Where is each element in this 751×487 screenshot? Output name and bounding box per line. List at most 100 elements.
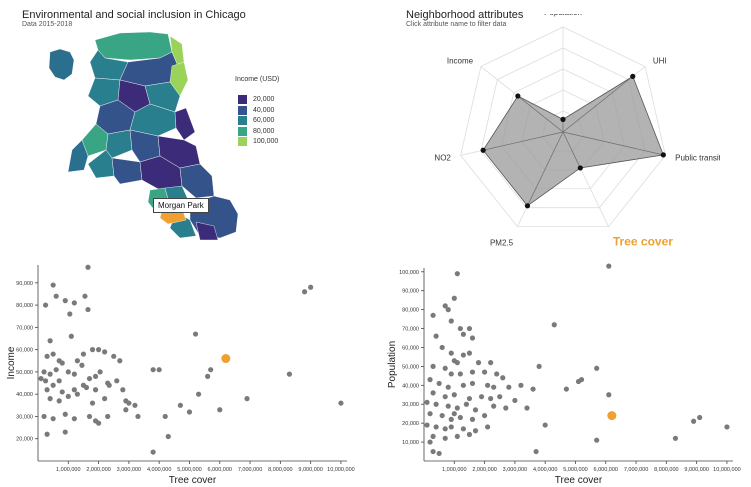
radar-point [524,203,531,209]
scatter-point [563,386,569,392]
scatter-point [156,367,162,373]
scatter-point [102,396,108,402]
scatter-point [205,373,211,379]
scatter-point [460,426,466,432]
scatter-point [44,353,50,359]
radar-axis-label[interactable]: Population [544,14,582,17]
scatter-point [485,424,491,430]
scatter-point [117,358,123,364]
scatter-point [65,393,71,400]
scatter-point [457,414,463,421]
radar-axis-label[interactable]: NO2 [434,154,451,163]
scatter-point [132,402,138,408]
radar-grid-ring [460,26,666,228]
radar-axis-label[interactable]: Income [447,56,474,65]
scatter-point [536,363,542,369]
radar-point [577,165,583,171]
scatter-point [427,377,433,383]
scatter-point [451,392,457,398]
scatter-point [448,350,454,356]
x-tick-label: 2,000,000 [86,467,110,473]
scatter-point [469,369,476,375]
scatter-point [47,338,53,344]
scatter-point [454,271,460,277]
scatter-point [500,375,506,381]
scatter-point [114,378,120,384]
scatter-point [448,371,454,377]
scatter-point [126,400,132,406]
legend-label: 100,000 [253,138,279,145]
y-tick-label: 30,000 [402,402,419,408]
radar-title: Neighborhood attributes [406,9,524,21]
x-tick-label: 3,000,000 [503,467,527,473]
scatter-point [59,360,65,366]
scatter-point [433,424,439,430]
x-tick-label: 9,000,000 [684,467,708,473]
scatter-point [497,394,503,400]
scatter-point [578,377,585,383]
scatter-point-highlight [221,354,231,364]
radar-chart[interactable]: Population UHI Public transit Tree cover PM2… [420,14,720,254]
scatter-point [454,433,460,440]
radar-axis-label[interactable]: Public transit [675,154,720,163]
legend-entry: 80,000 [238,126,274,136]
legend-entry: 60,000 [238,116,274,125]
radar-axis-label[interactable]: Tree cover [613,235,673,249]
scatter-point [105,413,111,420]
scatter-point [436,380,442,387]
scatter-point [445,307,451,313]
scatter-point [436,450,442,457]
map-regions[interactable] [67,31,239,241]
scatter-point [469,335,476,341]
x-tick-label: 6,000,000 [208,467,232,473]
scatter-point [551,322,557,328]
scatter-point [481,412,488,419]
scatter-point [524,405,530,411]
scatter-point [83,384,90,391]
y-tick-label: 30,000 [16,414,33,420]
scatter-point [697,414,703,421]
scatter-point [491,384,497,390]
chicago-income-map[interactable] [40,30,240,250]
scatter-point-highlight [607,411,617,421]
legend-entry: 20,000 [238,95,274,104]
x-tick-label: 1,000,000 [56,467,80,473]
scatter-point [594,437,600,443]
scatter-point [85,306,91,313]
legend-swatch [238,126,247,136]
legend-label: 60,000 [253,117,275,124]
y-tick-label: 40,000 [16,392,33,398]
scatter-point [195,391,202,397]
scatter-point [192,331,199,337]
scatter-point [71,416,77,422]
map-region-ohare[interactable] [48,48,75,81]
map-subtitle: Data 2015-2018 [22,21,73,28]
radar-axis-label[interactable]: PM2.5 [490,239,514,248]
scatter-point [494,371,500,377]
scatter-point [56,398,62,404]
scatter-point [44,431,50,437]
radar-point [630,73,636,79]
scatter-point [89,347,96,353]
scatter-point [442,426,448,432]
scatter-point [301,289,308,295]
scatter-point [338,400,344,406]
x-tick-label: 7,000,000 [624,467,648,473]
x-tick-label: 9,000,000 [298,467,322,473]
scatter-point [472,407,479,413]
y-tick-label: 20,000 [16,437,33,443]
legend-swatch [238,105,247,115]
scatter-population-vs-tree-cover: 1,000,000 2,000,000 3,000,000 4,000,000 5,00… [387,263,741,486]
scatter-point [50,416,56,422]
scatter-point [67,311,73,317]
scatter-point [451,295,457,301]
legend-swatch [238,95,247,104]
radar-axis-label[interactable]: UHI [653,56,667,65]
scatter-point [442,435,448,441]
scatter-point [533,448,539,455]
scatter-point [724,424,730,430]
scatter-point [433,333,439,339]
scatter-point [86,413,93,420]
scatter-income-vs-tree-cover: 1,000,000 2,000,000 3,000,000 4,000,000 5,00… [6,264,355,486]
x-tick-label: 3,000,000 [117,467,141,473]
